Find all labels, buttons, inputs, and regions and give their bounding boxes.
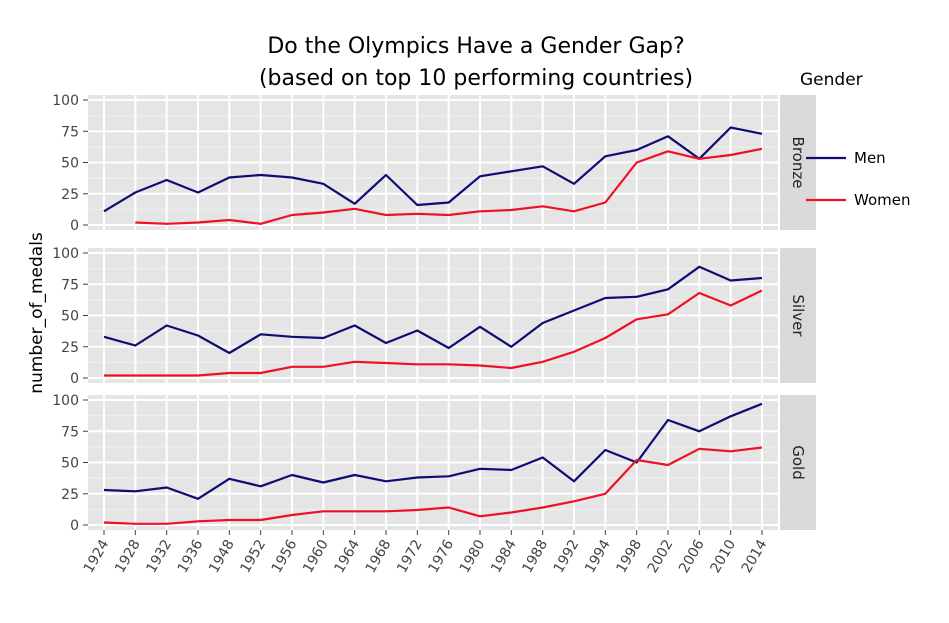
y-tick-label: 100	[52, 393, 79, 409]
facet-strip-label: Bronze	[789, 137, 807, 189]
y-tick-label: 50	[61, 309, 79, 325]
facet-strip	[780, 395, 816, 530]
legend-label: Men	[854, 149, 886, 167]
x-tick-label: 2006	[676, 537, 708, 576]
y-tick-label: 0	[70, 218, 79, 234]
x-tick-label: 2002	[645, 537, 677, 576]
x-tick-label: 1952	[237, 537, 269, 576]
y-tick-label: 100	[52, 93, 79, 109]
x-tick-label: 1972	[394, 537, 426, 576]
y-tick-label: 50	[61, 456, 79, 472]
y-tick-label: 25	[61, 487, 79, 503]
series-line-men	[103, 265, 763, 355]
x-tick-label: 1988	[519, 537, 551, 576]
x-tick-label: 1964	[331, 537, 363, 576]
panel-gold: 0 25 50 75 100 Gold	[52, 393, 816, 534]
chart-title-line-2: (based on top 10 performing countries)	[259, 66, 693, 91]
x-tick-label: 1998	[613, 537, 645, 576]
facet-panels: 0 25 50 75 100 Bronze 0 25 50 75 100 Silver 0 25 50 75 1…	[52, 93, 816, 534]
y-tick-label: 75	[61, 424, 79, 440]
x-tick-label: 2010	[707, 537, 739, 576]
y-tick-label: 50	[61, 156, 79, 172]
y-tick-label: 0	[70, 518, 79, 534]
x-tick-label: 1960	[300, 537, 332, 576]
x-tick-label: 1980	[457, 537, 489, 576]
x-tick-label: 1976	[425, 537, 457, 576]
x-tick-label: 1992	[551, 537, 583, 576]
series-line-women	[104, 289, 763, 377]
x-tick-label: 1924	[81, 537, 113, 576]
facet-strip-label: Gold	[789, 445, 807, 480]
x-tick-label: 1968	[363, 537, 395, 576]
x-tick-label: 2014	[739, 537, 771, 576]
x-tick-label: 1984	[488, 537, 520, 576]
x-tick-label: 1956	[269, 537, 301, 576]
y-tick-label: 25	[61, 340, 79, 356]
legend-entry-men: Men	[806, 149, 886, 167]
y-tick-label: 25	[61, 187, 79, 203]
series-line-women	[135, 147, 763, 225]
facet-strip-label: Silver	[789, 294, 807, 337]
legend-label: Women	[854, 191, 910, 209]
panel-bronze: 0 25 50 75 100 Bronze	[52, 93, 816, 234]
y-tick-label: 75	[61, 124, 79, 140]
x-axis: 1924 1928 1932 1936 1948 1952 1956 1960 1964 1968…	[81, 530, 771, 576]
facet-strip	[780, 95, 816, 230]
series-line-women	[103, 446, 763, 525]
x-tick-label: 1932	[143, 537, 175, 576]
y-tick-label: 75	[61, 277, 79, 293]
legend-title: Gender	[800, 70, 863, 90]
x-tick-label: 1948	[206, 537, 238, 576]
x-tick-label: 1994	[582, 537, 614, 576]
facet-strip	[780, 248, 816, 383]
panel-silver: 0 25 50 75 100 Silver	[52, 246, 816, 387]
y-tick-label: 100	[52, 246, 79, 262]
chart-title-line-1: Do the Olympics Have a Gender Gap?	[267, 34, 684, 59]
series-line-men	[103, 402, 763, 500]
y-tick-label: 0	[70, 371, 79, 387]
y-axis-title: number_of_medals	[27, 232, 47, 394]
legend: Men Women	[806, 149, 910, 209]
legend-entry-women: Women	[806, 191, 910, 209]
series-line-men	[103, 126, 763, 213]
x-tick-label: 1928	[112, 537, 144, 576]
x-tick-label: 1936	[175, 537, 207, 576]
